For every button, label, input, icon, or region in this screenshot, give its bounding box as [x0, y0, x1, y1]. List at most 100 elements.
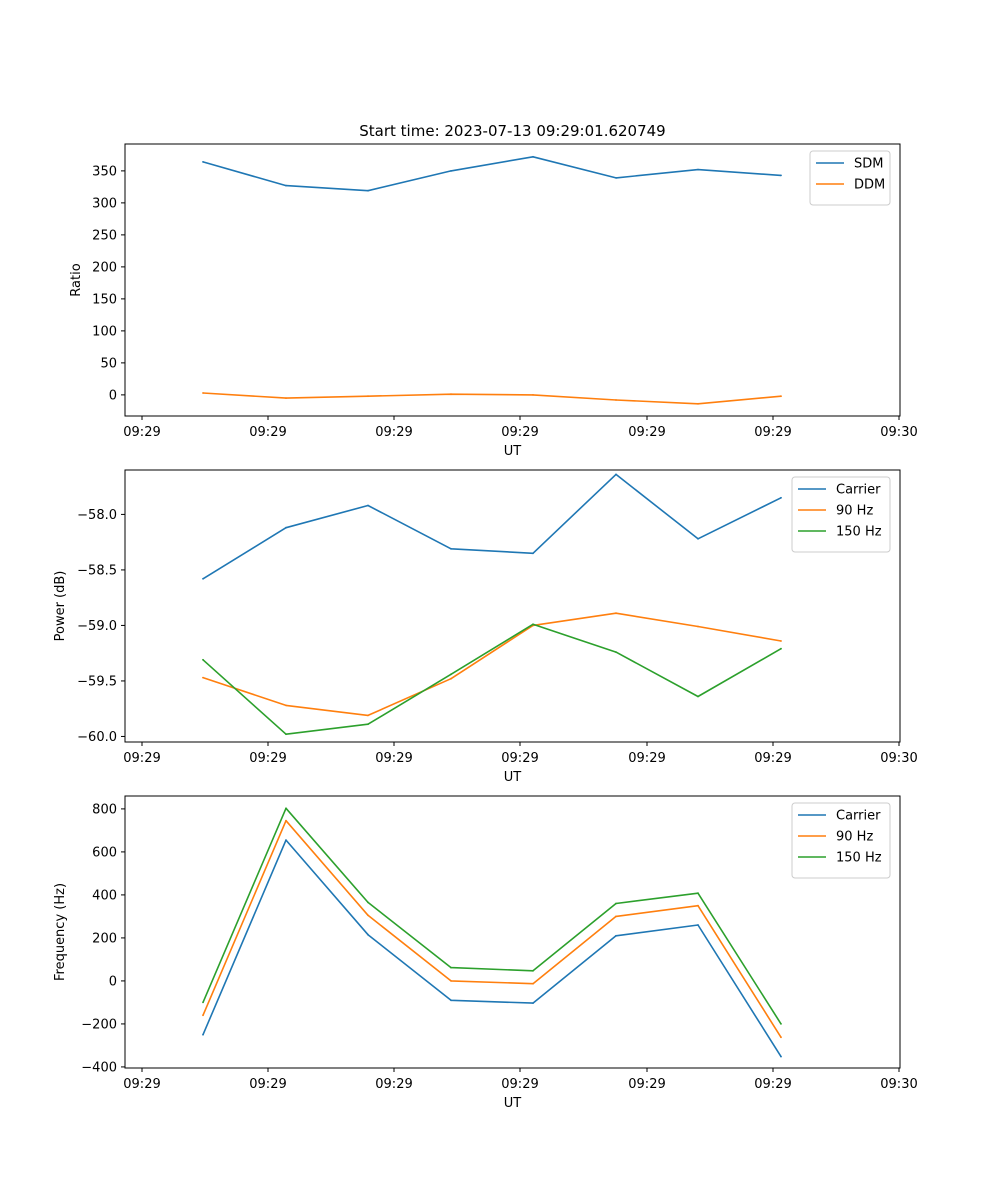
x-tick-label: 09:29 — [754, 751, 791, 766]
data-point — [697, 924, 699, 926]
y-tick-label: 800 — [92, 802, 117, 817]
data-point — [780, 1036, 782, 1039]
data-point — [450, 393, 452, 396]
y-tick-label: 600 — [92, 845, 117, 860]
x-tick-label: 09:29 — [628, 425, 665, 440]
data-point — [367, 914, 369, 917]
data-point — [615, 399, 617, 401]
panel-1: 09:29 09:29 09:29 09:29 09:29 09:29 09:30 0 50 10… — [69, 143, 918, 459]
data-point — [202, 658, 204, 661]
data-point — [697, 892, 699, 895]
y-tick-label: 300 — [92, 196, 117, 211]
data-point — [697, 402, 699, 405]
data-point — [285, 184, 287, 187]
data-point — [615, 473, 617, 476]
legend-label: SDM — [854, 157, 883, 172]
y-tick-label: 100 — [92, 324, 117, 339]
legend-label: 150 Hz — [836, 525, 882, 540]
data-point — [202, 676, 204, 679]
data-point — [202, 577, 204, 580]
y-axis-label: Frequency (Hz) — [53, 883, 68, 981]
data-point — [615, 612, 617, 615]
panel-3: 09:29 09:29 09:29 09:29 09:29 09:29 09:30 −400 −… — [53, 795, 918, 1111]
y-tick-label: 350 — [92, 164, 117, 179]
x-tick-label: 09:29 — [754, 425, 791, 440]
data-point — [780, 1055, 782, 1058]
legend-label: Carrier — [836, 809, 881, 824]
x-tick-label: 09:29 — [375, 751, 412, 766]
data-point — [532, 394, 534, 396]
data-point — [450, 999, 452, 1002]
x-tick-label: 09:29 — [123, 425, 160, 440]
legend-label: DDM — [854, 178, 885, 193]
y-tick-label: −200 — [81, 1017, 117, 1032]
y-tick-label: 200 — [92, 931, 117, 946]
series-line-150-hz — [202, 623, 782, 736]
data-point — [367, 504, 369, 507]
data-point — [285, 807, 287, 810]
legend-box — [791, 802, 891, 879]
data-point — [285, 839, 287, 841]
x-tick-label: 09:30 — [880, 1077, 917, 1092]
x-tick-label: 09:30 — [880, 751, 917, 766]
data-point — [285, 526, 287, 529]
series-line-ddm — [202, 392, 782, 405]
data-point — [780, 174, 782, 177]
data-point — [780, 647, 782, 650]
legend: SDM DDM — [809, 150, 891, 206]
data-point — [780, 640, 782, 642]
data-point — [697, 168, 699, 171]
data-point — [450, 170, 452, 172]
y-tick-label: 200 — [92, 260, 117, 275]
data-point — [532, 982, 534, 985]
legend-label: 90 Hz — [836, 830, 873, 845]
y-tick-label: −60.0 — [77, 730, 117, 745]
data-point — [532, 969, 534, 972]
data-point — [780, 395, 782, 398]
data-point — [367, 723, 369, 726]
legend-box — [809, 150, 891, 206]
panel-2: 09:29 09:29 09:29 09:29 09:29 09:29 09:30 −60.0… — [53, 469, 918, 785]
x-tick-label: 09:29 — [501, 1077, 538, 1092]
data-point — [532, 623, 534, 626]
data-point — [615, 902, 617, 905]
y-tick-label: 0 — [109, 388, 117, 403]
y-tick-label: −59.0 — [77, 619, 117, 634]
y-tick-label: −400 — [81, 1060, 117, 1075]
x-tick-label: 09:29 — [501, 425, 538, 440]
data-point — [450, 966, 452, 969]
y-axis-label: Power (dB) — [53, 571, 68, 642]
x-axis-label: UT — [504, 1096, 522, 1111]
data-point — [697, 904, 699, 907]
data-point — [202, 1014, 204, 1017]
data-point — [532, 1002, 534, 1004]
figure-title: Start time: 2023-07-13 09:29:01.620749 — [359, 122, 665, 140]
data-point — [450, 677, 452, 680]
x-tick-label: 09:29 — [249, 1077, 286, 1092]
x-tick-label: 09:29 — [375, 1077, 412, 1092]
series-line-sdm — [202, 156, 782, 192]
data-point — [367, 901, 369, 904]
data-point — [367, 714, 369, 717]
series-line-carrier — [202, 473, 782, 580]
x-tick-label: 09:29 — [628, 1077, 665, 1092]
x-tick-label: 09:29 — [501, 751, 538, 766]
series-line-carrier — [202, 839, 782, 1058]
x-tick-label: 09:29 — [123, 751, 160, 766]
data-point — [202, 1001, 204, 1004]
data-point — [367, 395, 369, 398]
data-point — [532, 552, 534, 555]
y-tick-label: −58.5 — [77, 563, 117, 578]
data-point — [697, 537, 699, 540]
x-tick-label: 09:29 — [249, 425, 286, 440]
data-point — [367, 189, 369, 192]
x-tick-label: 09:30 — [880, 425, 917, 440]
y-tick-label: 0 — [109, 974, 117, 989]
axes-frame — [124, 143, 901, 417]
x-axis-label: UT — [504, 770, 522, 785]
series-line-150-hz — [202, 807, 782, 1025]
data-point — [202, 161, 204, 163]
data-point — [697, 695, 699, 698]
axes-frame — [124, 795, 901, 1069]
